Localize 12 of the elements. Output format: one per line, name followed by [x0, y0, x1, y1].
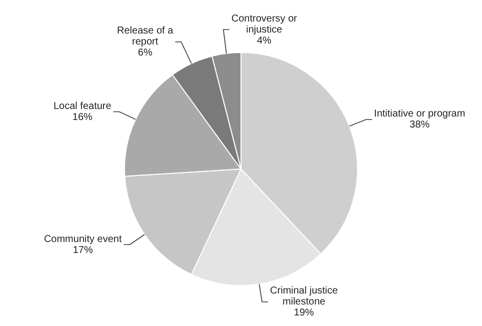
slice-label: Release of a report — [117, 26, 174, 48]
data-label: 4% — [256, 35, 272, 46]
data-label: 19% — [294, 308, 314, 319]
slice-label: Intitiative or program — [374, 108, 466, 120]
slice-label: Controversy or injustice — [231, 13, 298, 36]
data-label: 38% — [410, 120, 430, 131]
slice-label: Local feature — [53, 100, 112, 112]
data-label: 16% — [72, 112, 93, 123]
data-label: 6% — [138, 48, 152, 59]
slice-label: Community event — [44, 234, 122, 245]
slice-label: Criminal justice milestone — [270, 286, 338, 308]
data-label: 17% — [72, 244, 93, 256]
